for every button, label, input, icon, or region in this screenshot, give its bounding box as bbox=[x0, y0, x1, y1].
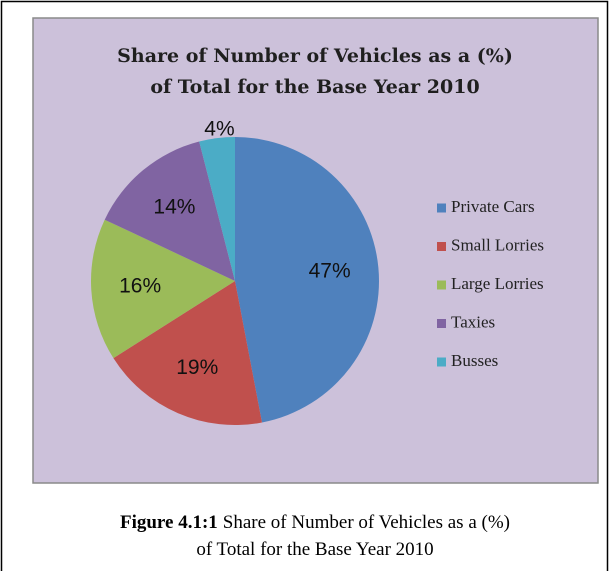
chart-title: Share of Number of Vehicles as a (%) bbox=[117, 45, 513, 67]
value-label: 47% bbox=[309, 260, 351, 283]
legend-label: Taxies bbox=[451, 312, 495, 331]
legend-swatch bbox=[437, 357, 446, 367]
legend-swatch bbox=[437, 280, 446, 290]
caption: Figure 4.1:1 Share of Number of Vehicles … bbox=[120, 512, 510, 533]
legend-label: Large Lorries bbox=[451, 274, 544, 293]
caption-text: of Total for the Base Year 2010 bbox=[196, 539, 433, 560]
pie-slice bbox=[91, 219, 235, 359]
value-label: 14% bbox=[153, 195, 195, 218]
caption-text: Share of Number of Vehicles as a (%) bbox=[223, 512, 510, 533]
value-label: 4% bbox=[204, 118, 234, 141]
pie-slice bbox=[235, 137, 380, 423]
legend-swatch bbox=[437, 319, 446, 328]
caption-label: Figure 4.1:1 bbox=[120, 512, 218, 533]
chart-title: of Total for the Base Year 2010 bbox=[150, 76, 479, 98]
pie-slice bbox=[113, 281, 262, 425]
value-label: 19% bbox=[176, 356, 218, 379]
pie-slice bbox=[104, 141, 236, 281]
legend-label: Small Lorries bbox=[451, 235, 544, 254]
legend-label: Busses bbox=[451, 351, 498, 370]
pie: 47% 19% 16% 14% 4% Private Cars Small Lorries L… bbox=[91, 118, 544, 425]
value-label: 16% bbox=[119, 275, 161, 298]
legend-swatch bbox=[437, 203, 446, 213]
legend-label: Private Cars bbox=[451, 197, 535, 216]
legend-swatch bbox=[437, 242, 446, 251]
pie-slice bbox=[199, 137, 235, 281]
